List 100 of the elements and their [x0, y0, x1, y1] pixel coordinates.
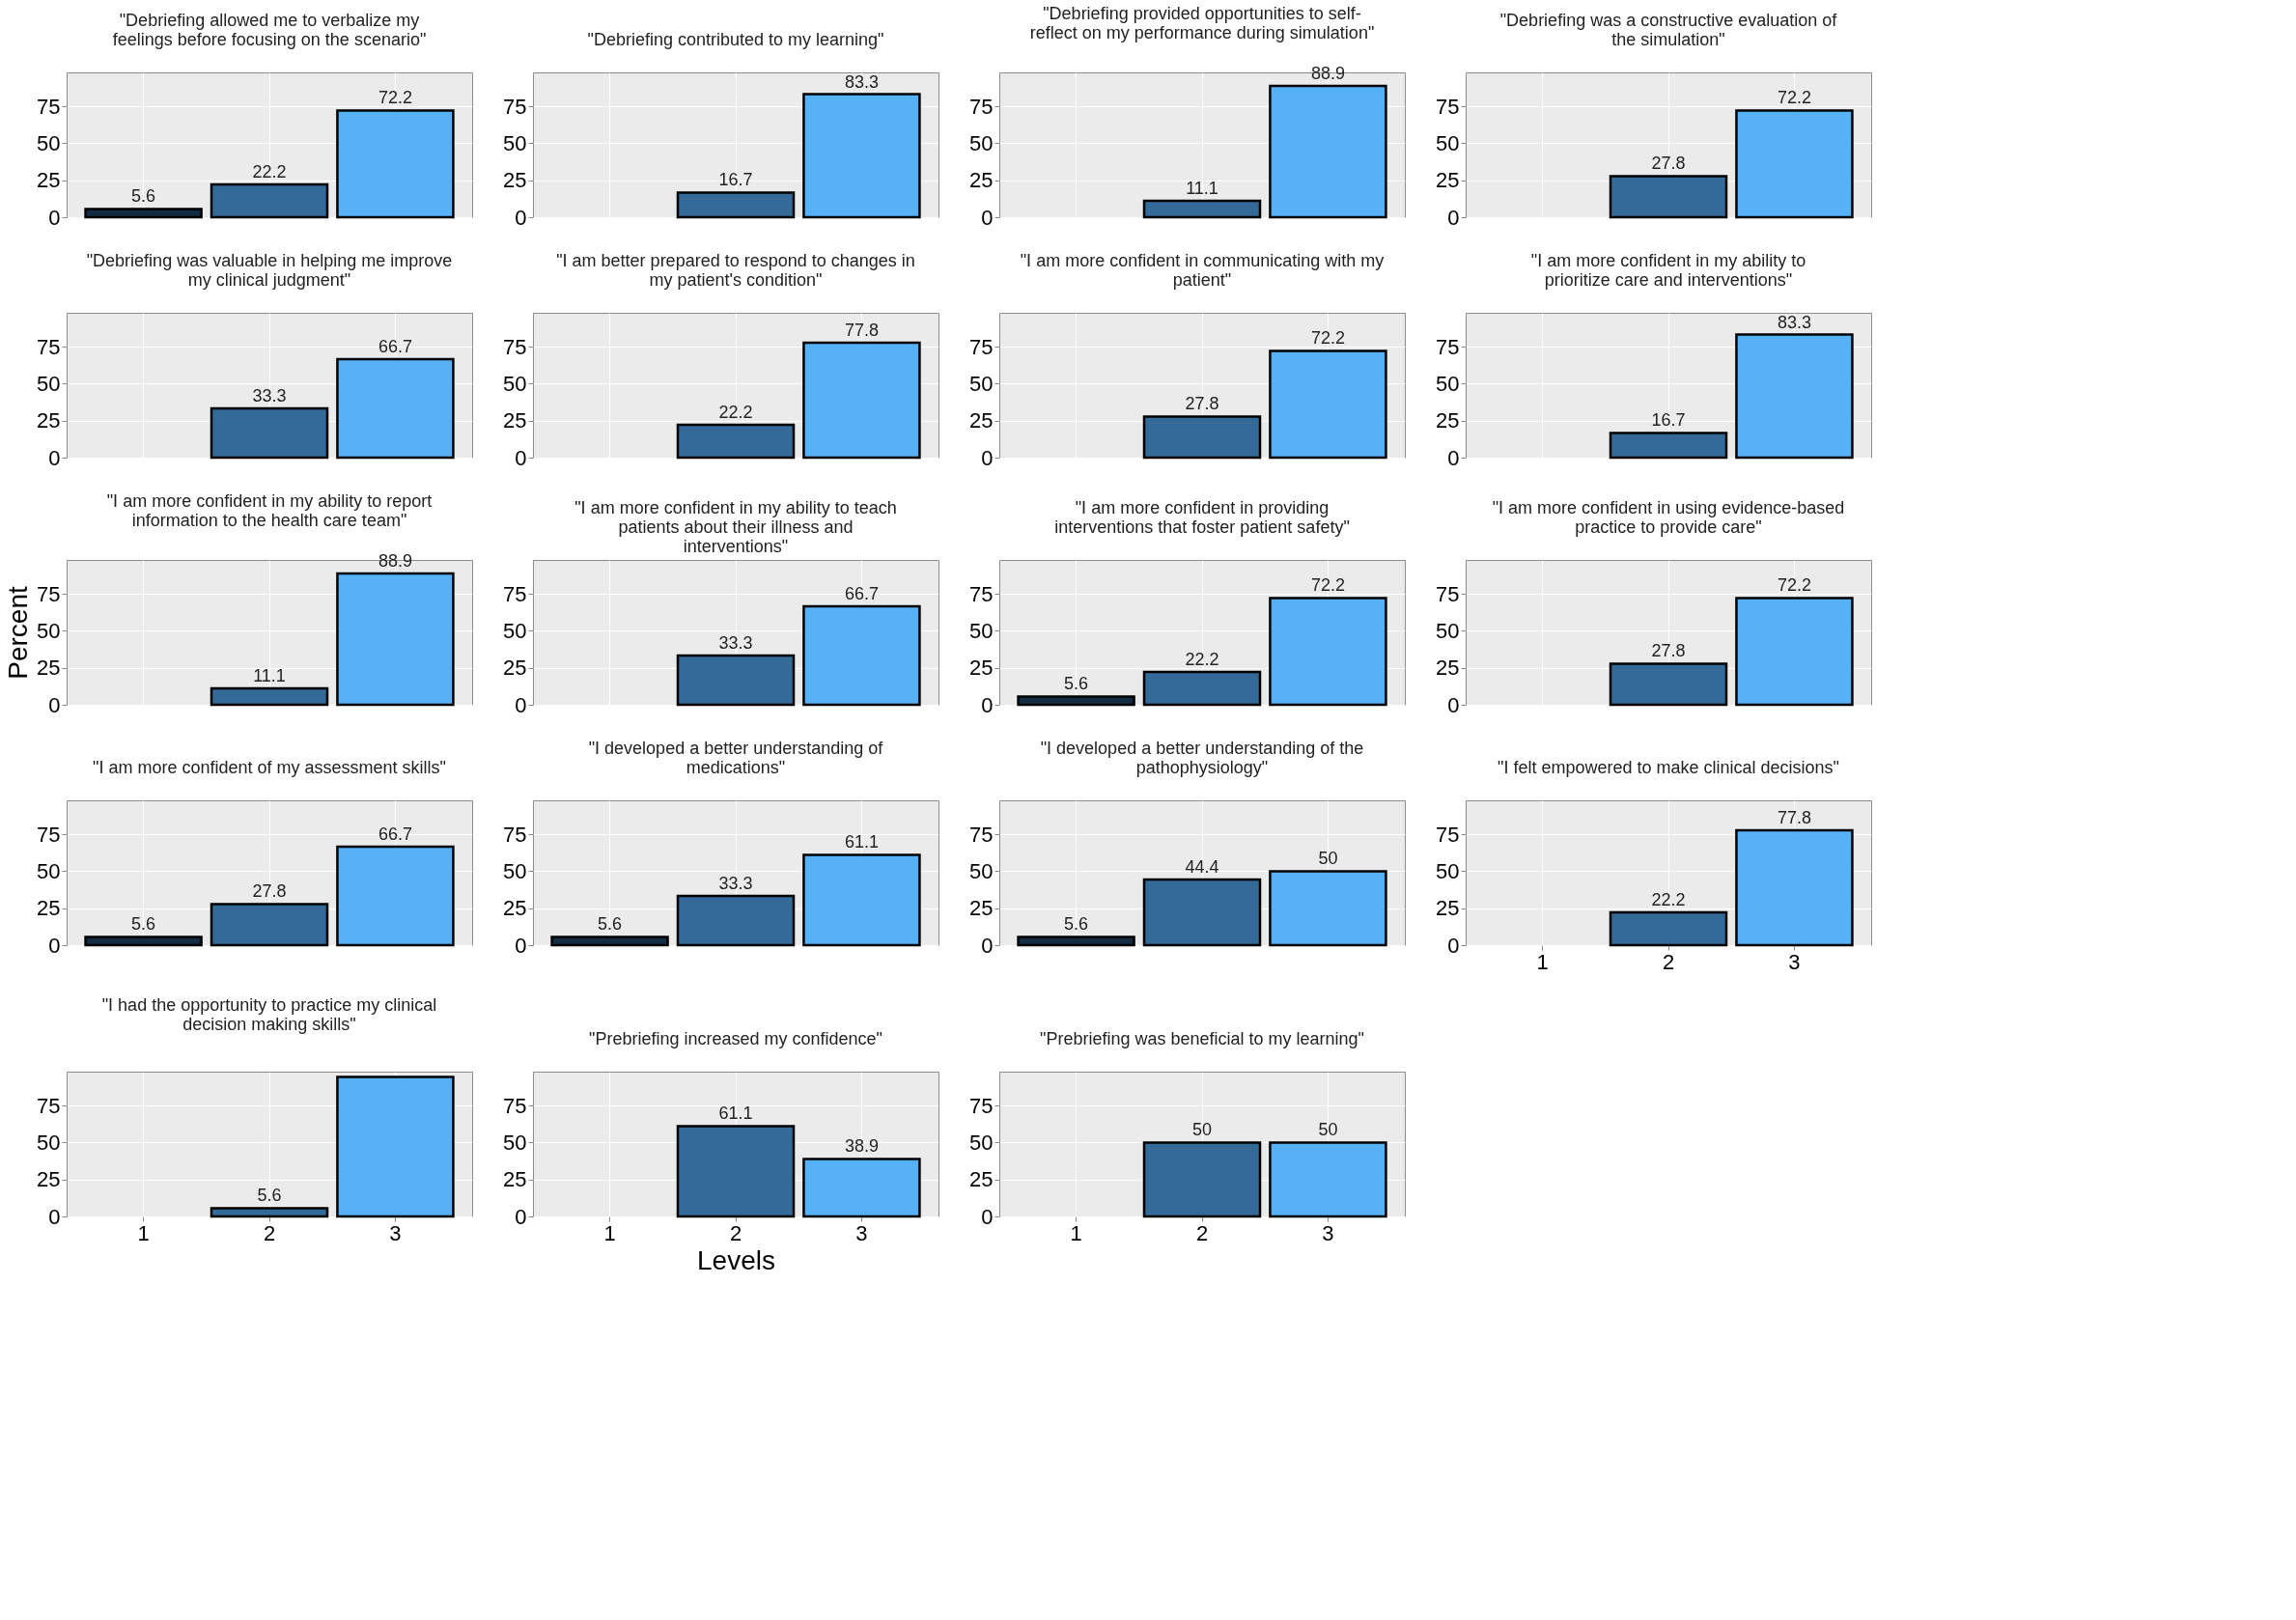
y-tick-label: 75 [503, 822, 527, 847]
y-tick-label: 0 [515, 445, 527, 470]
y-tick-label: 75 [969, 1093, 994, 1118]
y-tick-label: 75 [37, 822, 61, 847]
data-label: 72.2 [1310, 328, 1345, 349]
y-tick-label: 25 [1436, 168, 1460, 193]
x-tick-label: 3 [389, 1220, 402, 1245]
data-label: 5.6 [1064, 674, 1089, 694]
data-label: 33.3 [718, 633, 753, 654]
y-tick-label: 0 [48, 205, 61, 230]
y-tick-label: 25 [1436, 408, 1460, 433]
y-tick-label: 25 [1436, 656, 1460, 681]
bar [1017, 936, 1135, 947]
y-tick-label: 0 [515, 205, 527, 230]
data-label: 38.9 [844, 1136, 879, 1157]
y-tick-label: 0 [1447, 205, 1460, 230]
y-tick-label: 50 [969, 618, 994, 643]
y-tick-label: 75 [37, 334, 61, 359]
data-label: 88.9 [378, 550, 412, 571]
data-label: 88.9 [1310, 63, 1345, 83]
y-tick-label: 50 [37, 371, 61, 396]
bar [336, 845, 455, 947]
bar [802, 853, 921, 947]
y-tick-label: 75 [503, 1093, 527, 1118]
y-tick-label: 50 [503, 858, 527, 883]
y-tick-label: 50 [503, 371, 527, 396]
data-label: 50 [1318, 1120, 1338, 1140]
y-tick-label: 75 [1436, 822, 1460, 847]
data-label: 66.7 [844, 583, 879, 603]
y-axis-title: Percent [3, 586, 34, 680]
bar [676, 894, 796, 947]
y-tick-label: 50 [1436, 371, 1460, 396]
y-tick-label: 25 [969, 408, 994, 433]
y-tick-label: 50 [969, 1130, 994, 1155]
y-tick-label: 75 [969, 822, 994, 847]
y-tick-label: 75 [1436, 94, 1460, 119]
y-tick-label: 75 [503, 94, 527, 119]
y-tick-label: 25 [969, 168, 994, 193]
x-tick-label: 3 [1788, 949, 1801, 974]
data-label: 72.2 [1777, 88, 1811, 108]
chart-title: "I am more confident in communicating with my patient" [1020, 251, 1385, 290]
y-tick-label: 50 [969, 858, 994, 883]
data-label: 16.7 [1651, 410, 1686, 431]
y-tick-label: 25 [503, 1167, 527, 1192]
data-label: 27.8 [1651, 154, 1686, 174]
y-tick-label: 0 [981, 205, 994, 230]
y-tick-label: 75 [37, 94, 61, 119]
x-axis-title: Levels [697, 1244, 775, 1275]
y-tick-label: 0 [48, 1204, 61, 1229]
chart-title: "I felt empowered to make clinical decisions" [1498, 758, 1839, 777]
data-label: 61.1 [718, 1103, 753, 1124]
x-tick-label: 1 [603, 1220, 616, 1245]
data-label: 66.7 [378, 824, 412, 844]
y-tick-label: 0 [1447, 692, 1460, 717]
data-label: 27.8 [1651, 641, 1686, 661]
bar [1142, 878, 1262, 947]
data-label: 11.1 [1186, 179, 1218, 199]
y-tick-label: 25 [37, 168, 61, 193]
y-tick-label: 50 [503, 130, 527, 155]
x-tick-label: 2 [1195, 1220, 1209, 1245]
chart-title: "Prebriefing increased my confidence" [589, 1029, 882, 1048]
y-tick-label: 25 [503, 168, 527, 193]
y-tick-label: 0 [1447, 445, 1460, 470]
data-label: 5.6 [131, 914, 156, 935]
data-label: 11.1 [253, 666, 286, 686]
data-label: 22.2 [1651, 890, 1686, 910]
data-label: 72.2 [1777, 575, 1811, 596]
bar [550, 936, 669, 947]
y-tick-label: 0 [981, 933, 994, 958]
x-tick-label: 3 [1322, 1220, 1334, 1245]
y-tick-label: 0 [1447, 933, 1460, 958]
data-label: 66.7 [378, 336, 412, 356]
y-tick-label: 75 [503, 334, 527, 359]
chart-title: "I am more confident in providing interventions that foster patient safety" [1054, 498, 1350, 537]
y-tick-label: 75 [1436, 581, 1460, 606]
x-tick-label: 1 [1070, 1220, 1082, 1245]
y-tick-label: 50 [503, 618, 527, 643]
chart-title: "I developed a better understanding of medications" [588, 739, 884, 777]
bar [210, 182, 329, 219]
bar [336, 109, 455, 219]
chart-title: "I am more confident of my assessment skills" [93, 758, 446, 777]
chart-title: "Prebriefing was beneficial to my learning" [1040, 1029, 1364, 1048]
y-tick-label: 75 [503, 581, 527, 606]
y-tick-label: 25 [503, 408, 527, 433]
data-label: 50 [1191, 1120, 1213, 1140]
y-tick-label: 75 [1436, 334, 1460, 359]
data-label: 5.6 [257, 1186, 282, 1206]
y-tick-label: 75 [969, 334, 994, 359]
y-tick-label: 75 [37, 581, 61, 606]
y-tick-label: 50 [37, 1130, 61, 1155]
bar [1017, 695, 1135, 707]
bar [84, 936, 203, 947]
data-label: 5.6 [598, 914, 623, 935]
y-tick-label: 0 [48, 933, 61, 958]
y-tick-label: 50 [1436, 130, 1460, 155]
x-tick-label: 3 [855, 1220, 868, 1245]
y-tick-label: 75 [969, 581, 994, 606]
y-tick-label: 0 [981, 1204, 994, 1229]
data-label: 27.8 [252, 881, 287, 902]
y-tick-label: 25 [37, 896, 61, 921]
